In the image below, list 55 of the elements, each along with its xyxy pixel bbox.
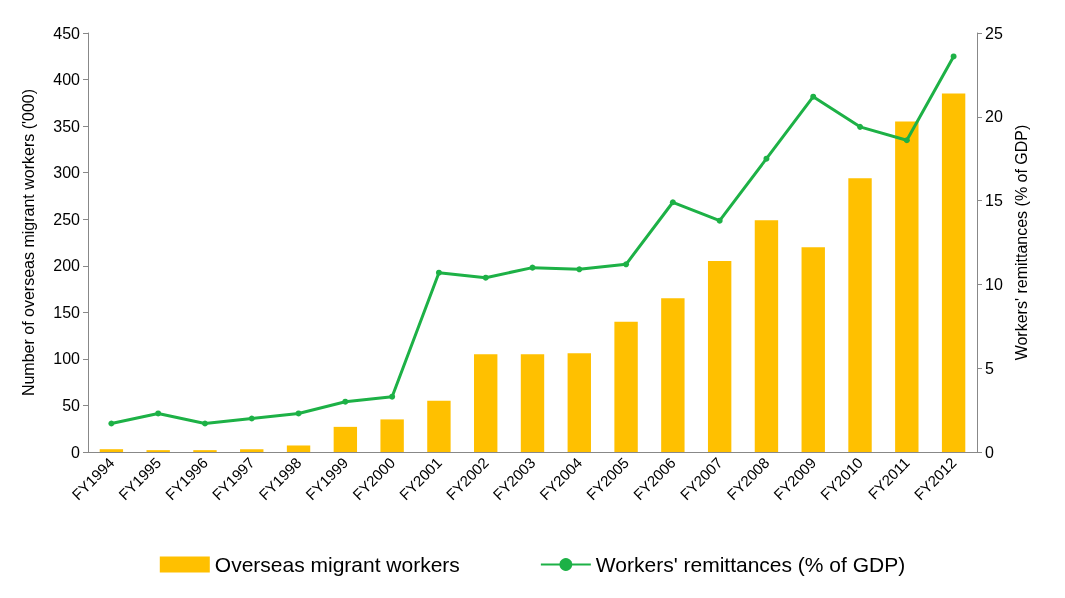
bar	[286, 445, 311, 452]
point	[389, 393, 396, 400]
bar	[427, 400, 451, 452]
point	[623, 261, 630, 268]
point	[669, 199, 676, 206]
point	[763, 155, 770, 162]
y-tick-label: 300	[53, 164, 81, 182]
bar	[240, 449, 264, 452]
bar	[333, 426, 358, 452]
y-tick-label: 50	[62, 396, 81, 414]
y-axis-title: Number of overseas migrant workers ('000)	[19, 88, 37, 397]
point	[201, 420, 208, 427]
y2-tick-label: 15	[985, 192, 1003, 210]
bar	[614, 321, 638, 452]
y-tick-label: 350	[53, 117, 81, 135]
bar	[99, 449, 124, 452]
point	[108, 420, 115, 427]
point	[950, 53, 957, 60]
point	[342, 398, 349, 405]
y2-tick-label: 25	[985, 24, 1003, 42]
bar	[895, 121, 919, 452]
point	[903, 137, 910, 144]
point	[716, 217, 723, 224]
y-tick-label: 100	[53, 350, 81, 368]
point	[810, 93, 817, 100]
y-tick-label: 450	[53, 24, 81, 42]
bar	[707, 261, 732, 452]
bar	[848, 178, 872, 452]
point	[295, 410, 302, 417]
point	[435, 269, 442, 276]
y2-tick-label: 5	[985, 359, 994, 377]
y-tick-label: 250	[53, 210, 81, 228]
bar	[380, 419, 404, 452]
legend-label: Workers' remittances (% of GDP)	[595, 553, 906, 576]
y2-axis-title: Workers' remittances (% of GDP)	[1013, 124, 1031, 361]
y-tick-label: 400	[53, 71, 81, 89]
bar	[567, 353, 591, 452]
point	[155, 410, 162, 417]
bar	[754, 220, 779, 452]
bar	[474, 354, 498, 452]
bar	[941, 93, 966, 452]
legend-label: Overseas migrant workers	[214, 553, 460, 576]
bar	[801, 247, 825, 452]
point	[576, 266, 583, 273]
y2-tick-label: 0	[985, 443, 994, 461]
point	[482, 274, 489, 281]
point	[857, 123, 864, 130]
y-tick-label: 150	[53, 303, 81, 321]
y2-tick-label: 20	[985, 108, 1003, 126]
y2-tick-label: 10	[985, 275, 1003, 293]
y-tick-label: 0	[71, 443, 81, 461]
bar	[661, 298, 685, 452]
point	[248, 415, 255, 422]
bar	[520, 354, 545, 452]
y-tick-label: 200	[53, 257, 81, 275]
